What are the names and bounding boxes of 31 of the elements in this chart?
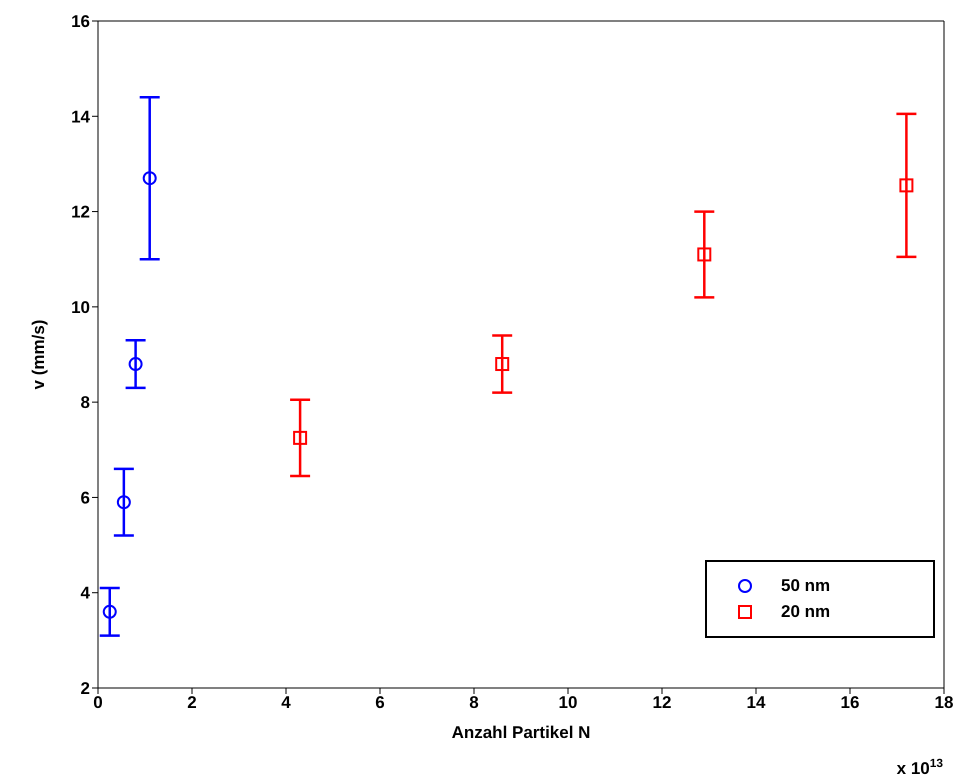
point bbox=[116, 495, 131, 510]
point bbox=[495, 357, 510, 372]
x-tick-label: 8 bbox=[469, 693, 479, 712]
x-tick-label: 18 bbox=[934, 693, 954, 712]
x-tick-label: 6 bbox=[375, 693, 385, 712]
text: x 10$^{13}$ bbox=[896, 756, 944, 778]
y-tick-label: 10 bbox=[71, 298, 90, 317]
x-tick-label: 16 bbox=[840, 693, 860, 712]
x-tick-label: 2 bbox=[187, 693, 197, 712]
x-tick-label: 4 bbox=[281, 693, 292, 712]
point bbox=[128, 357, 143, 372]
point bbox=[293, 430, 308, 445]
y-tick-label: 12 bbox=[71, 202, 90, 222]
y-tick-label: 16 bbox=[71, 12, 90, 32]
y-tick-label: 6 bbox=[80, 488, 90, 508]
x-tick-label: 14 bbox=[746, 693, 766, 712]
y-axis-title: v (mm/s) bbox=[29, 320, 48, 390]
y-tick-label: 2 bbox=[80, 679, 90, 698]
legend-label: 50 nm bbox=[781, 576, 830, 596]
x-tick-label: 10 bbox=[558, 693, 578, 712]
x-tick-label: 12 bbox=[652, 693, 672, 712]
point bbox=[697, 247, 712, 262]
point bbox=[142, 171, 157, 186]
y-tick-label: 14 bbox=[71, 107, 91, 126]
point bbox=[899, 178, 914, 192]
y-tick-label: 8 bbox=[80, 393, 90, 412]
point bbox=[102, 604, 117, 619]
y-tick-label: 4 bbox=[80, 584, 91, 603]
legend-label: 20 nm bbox=[781, 602, 830, 622]
x-axis-title: Anzahl Partikel N bbox=[452, 723, 590, 742]
x-tick-label: 0 bbox=[93, 693, 103, 712]
